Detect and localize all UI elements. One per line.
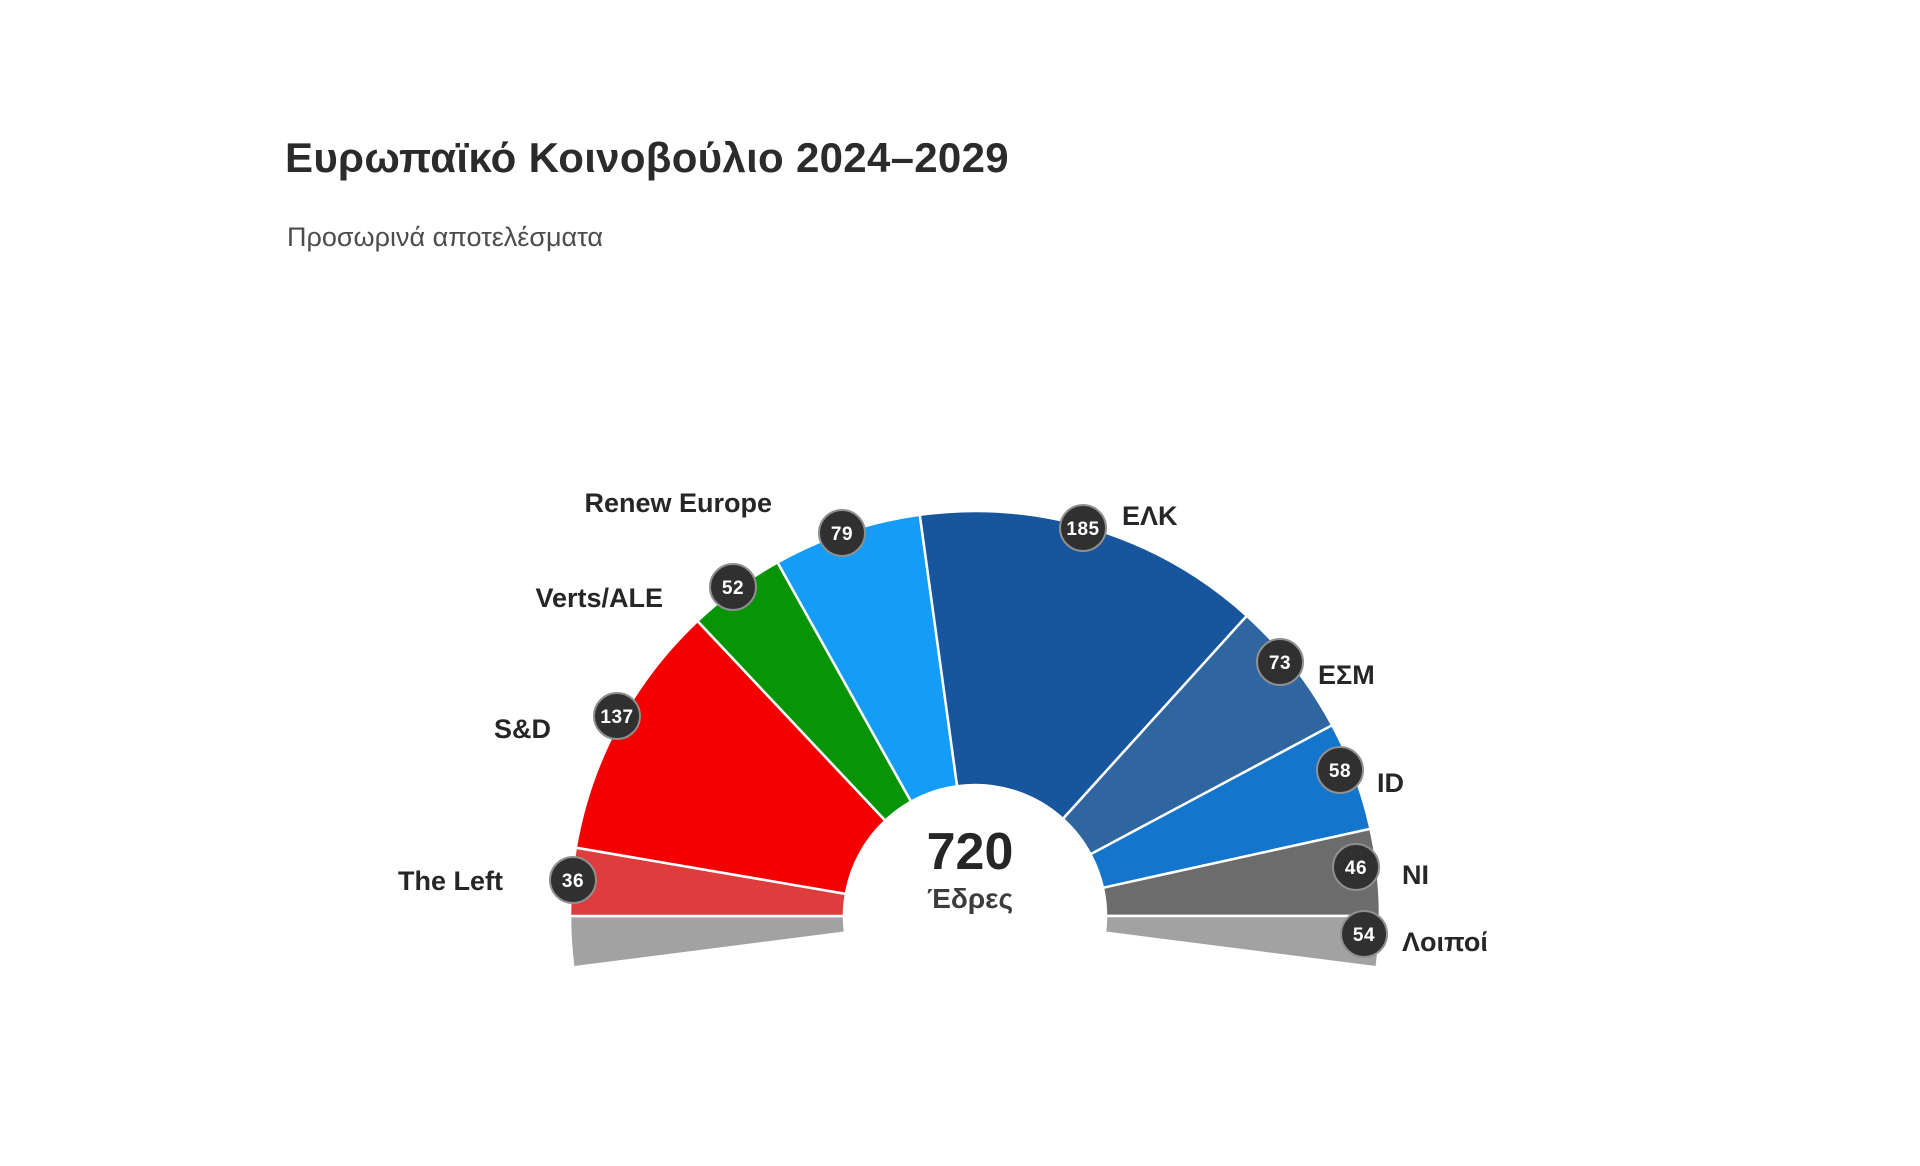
seat-badge-id [1316,746,1364,794]
seat-count-others-loipoi: 54 [1353,925,1375,946]
seat-badge-ecr-esm [1256,638,1304,686]
total-seats-caption: Έδρες [927,883,1013,914]
seat-badge-the-left [549,856,597,904]
seat-count-ecr-esm: 73 [1269,653,1291,674]
seat-count-the-left: 36 [562,871,584,892]
segment-others-loipoi-left[interactable] [568,914,847,969]
chart-title: Ευρωπαϊκό Κοινοβούλιο 2024–2029 [285,134,1009,181]
group-label-the-left: The Left [398,866,503,896]
seat-count-epp-elk: 185 [1066,519,1099,540]
group-label-others-loipoi: Λοιποί [1402,927,1488,957]
chart-subtitle: Προσωρινά αποτελέσματα [287,222,604,252]
callouts-group: 36 The Left 137 S&D 52 Verts/ALE 79 Renew Europ… [398,488,1488,958]
seat-count-verts-ale: 52 [722,578,744,599]
seat-count-renew-europe: 79 [831,524,853,545]
segment-epp-elk[interactable] [918,509,1249,821]
group-label-sd: S&D [494,714,551,744]
seat-badge-others-loipoi [1340,910,1388,958]
group-label-ni: NI [1402,860,1429,890]
group-label-renew-europe: Renew Europe [584,488,772,518]
segment-others-loipoi-right[interactable] [1103,914,1382,969]
seat-badge-ni [1332,843,1380,891]
seat-count-ni: 46 [1345,858,1367,879]
group-label-verts-ale: Verts/ALE [535,583,663,613]
group-label-ecr-esm: ΕΣΜ [1318,660,1375,690]
group-label-id: ID [1377,768,1404,798]
segment-sd[interactable] [574,619,887,896]
seat-badge-verts-ale [709,563,757,611]
seat-count-sd: 137 [600,707,633,728]
total-seats-value: 720 [927,823,1014,881]
seat-badge-epp-elk [1059,504,1107,552]
group-label-epp-elk: ΕΛΚ [1122,501,1178,531]
seat-count-id: 58 [1329,761,1351,782]
seat-badge-renew-europe [818,509,866,557]
seat-badge-sd [593,692,641,740]
